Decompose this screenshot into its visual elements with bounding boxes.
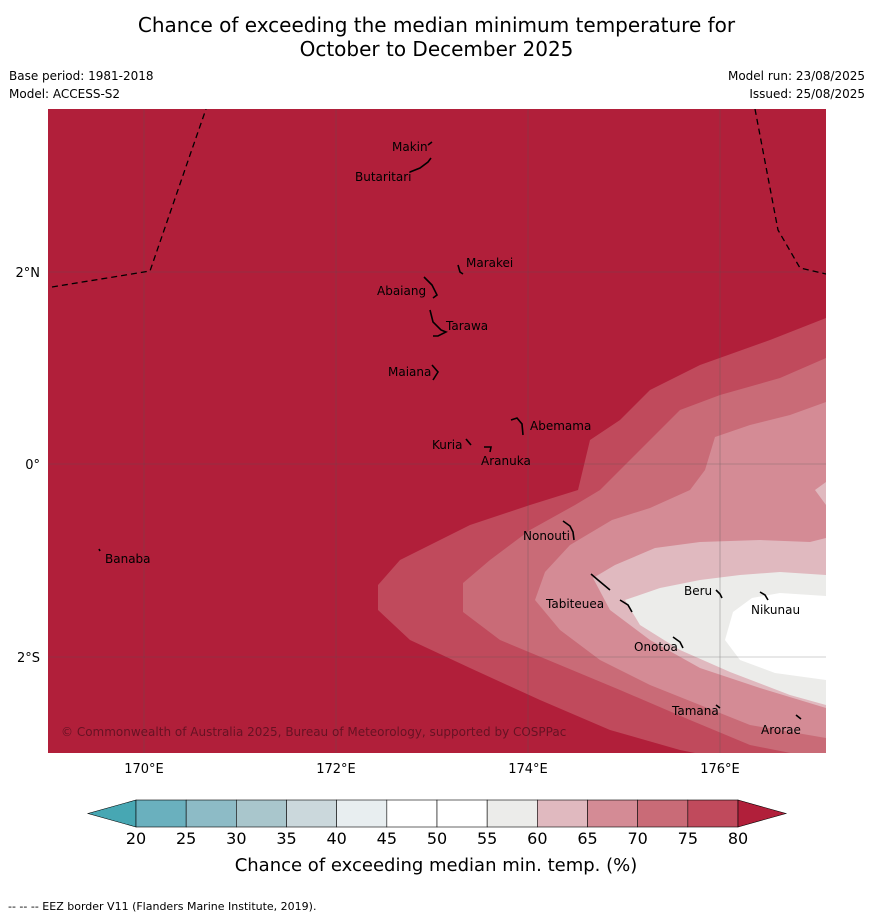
- island-label-marakei: Marakei: [466, 256, 513, 270]
- colorbar-bin-25-30: [185, 799, 237, 828]
- colorbar-tick-50: 50: [427, 829, 447, 848]
- colorbar-bin-20-25: [135, 799, 187, 828]
- colorbar-bin-40-45: [336, 799, 388, 828]
- map-title-line2: October to December 2025: [299, 37, 574, 61]
- axis-tick-labels: 170°E 172°E 174°E 176°E 2°N 0° 2°S: [16, 266, 740, 777]
- map-area: [48, 109, 826, 753]
- island-label-tamana: Tamana: [671, 704, 719, 718]
- map-title-line1: Chance of exceeding the median minimum t…: [137, 13, 736, 37]
- eez-border: [51, 109, 826, 288]
- island-label-butaritari: Butaritari: [355, 170, 412, 184]
- island-label-aranuka: Aranuka: [481, 454, 531, 468]
- lon-tick-172: 172°E: [316, 762, 356, 777]
- colorbar-bin-55-60: [486, 799, 538, 828]
- colorbar-tick-35: 35: [276, 829, 296, 848]
- island-label-onotoa: Onotoa: [634, 640, 678, 654]
- colorbar-bin-35-40: [286, 799, 337, 828]
- colorbar-tick-20: 20: [126, 829, 146, 848]
- issued-date: Issued: 25/08/2025: [749, 87, 865, 101]
- model-run-date: Model run: 23/08/2025: [727, 69, 865, 83]
- colorbar-bin-65-70: [587, 799, 638, 828]
- colorbar-tick-45: 45: [377, 829, 397, 848]
- colorbar-tick-70: 70: [627, 829, 647, 848]
- lon-tick-176: 176°E: [700, 762, 740, 777]
- lon-tick-174: 174°E: [508, 762, 548, 777]
- colorbar-bin-75-80: [687, 799, 739, 828]
- island-label-arorae: Arorae: [761, 723, 801, 737]
- island-label-banaba: Banaba: [105, 552, 151, 566]
- colorbar-tick-40: 40: [326, 829, 346, 848]
- colorbar-tick-60: 60: [527, 829, 547, 848]
- colorbar-tick-80: 80: [728, 829, 748, 848]
- island-label-beru: Beru: [684, 584, 712, 598]
- lat-tick-0: 0°: [25, 458, 40, 473]
- island-label-tabiteuea: Tabiteuea: [545, 597, 604, 611]
- lat-tick-2s: 2°S: [17, 651, 40, 666]
- eez-footnote: -- -- -- EEZ border V11 (Flanders Marine…: [8, 900, 317, 913]
- colorbar-bin-60-65: [537, 799, 588, 828]
- island-label-abemama: Abemama: [530, 419, 591, 433]
- island-label-abaiang: Abaiang: [377, 284, 426, 298]
- colorbar-under-arrow: [86, 799, 137, 828]
- colorbar: 20 25 30 35 40 45 50 55 60 65 70 75 80 Chance of exc…: [86, 799, 788, 876]
- colorbar-over-arrow: [737, 799, 788, 828]
- lon-tick-170: 170°E: [124, 762, 164, 777]
- island-labels: Makin Butaritari Marakei Abaiang Tarawa …: [105, 140, 801, 737]
- island-outlines: [98, 141, 802, 720]
- colorbar-label: Chance of exceeding median min. temp. (%…: [235, 855, 638, 876]
- model-name: Model: ACCESS-S2: [9, 87, 121, 101]
- island-label-makin: Makin: [392, 140, 428, 154]
- colorbar-bin-50-55: [436, 799, 488, 828]
- colorbar-tick-30: 30: [226, 829, 246, 848]
- colorbar-bin-30-35: [236, 799, 287, 828]
- island-label-kuria: Kuria: [432, 438, 463, 452]
- colorbar-tick-65: 65: [577, 829, 597, 848]
- colorbar-tick-75: 75: [678, 829, 698, 848]
- colorbar-tick-25: 25: [176, 829, 196, 848]
- colorbar-bin-70-75: [637, 799, 689, 828]
- colorbar-tick-55: 55: [477, 829, 497, 848]
- colorbar-bin-45-50: [386, 799, 438, 828]
- island-label-nikunau: Nikunau: [751, 603, 800, 617]
- base-period: Base period: 1981-2018: [9, 69, 154, 83]
- island-label-tarawa: Tarawa: [445, 319, 488, 333]
- lat-tick-2n: 2°N: [16, 266, 41, 281]
- island-label-nonouti: Nonouti: [523, 529, 570, 543]
- contour-45-50: [725, 593, 826, 680]
- island-label-maiana: Maiana: [388, 365, 431, 379]
- gridlines: [48, 109, 826, 753]
- copyright-notice: © Commonwealth of Australia 2025, Bureau…: [61, 725, 566, 739]
